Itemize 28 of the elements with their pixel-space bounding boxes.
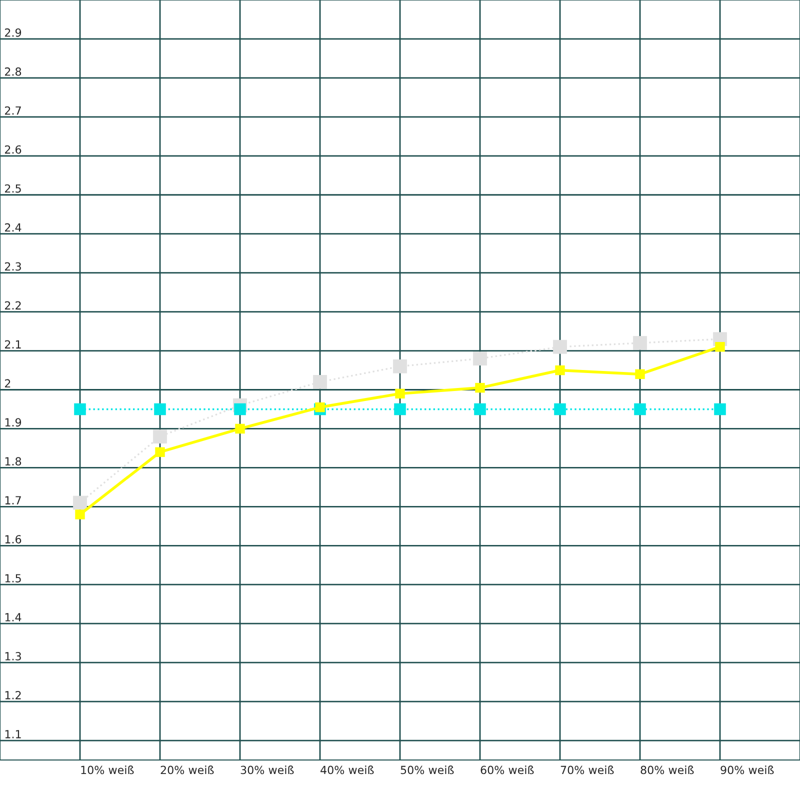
y-tick-label: 2.8	[4, 67, 22, 76]
y-tick-label: 2.2	[4, 301, 21, 310]
y-tick-label: 2.3	[4, 262, 21, 271]
y-tick-label: 1.6	[5, 535, 22, 544]
y-tick-label: 2.7	[4, 106, 21, 115]
y-tick-label: 1.9	[5, 418, 22, 427]
x-tick-label: 70% weiß	[560, 766, 614, 774]
y-tick-label: 1.4	[5, 613, 22, 622]
x-tick-label: 50% weiß	[400, 766, 454, 774]
y-tick-label: 1.5	[5, 574, 21, 582]
y-tick-label: 2	[4, 379, 10, 388]
y-tick-label: 2.1	[4, 340, 21, 348]
x-tick-label: 40% weiß	[320, 766, 374, 774]
x-tick-label: 30% weiß	[240, 766, 294, 774]
y-tick-label: 2.5	[4, 184, 21, 193]
x-tick-label: 80% weiß	[640, 766, 694, 774]
y-tick-label: 1.1	[5, 730, 21, 738]
x-tick-label: 10% weiß	[81, 766, 134, 774]
y-tick-label: 2.4	[4, 223, 22, 232]
y-tick-label: 2.9	[4, 28, 22, 37]
x-tick-label: 20% weiß	[160, 766, 214, 774]
y-tick-label: 1.2	[5, 690, 21, 700]
y-tick-label: 1.3	[5, 652, 21, 660]
x-tick-label: 60% weiß	[480, 766, 534, 774]
y-tick-label: 1.7	[5, 496, 21, 504]
y-tick-label: 1.8	[5, 457, 22, 466]
x-tick-label: 90% weiß	[720, 766, 774, 774]
y-tick-label: 2.6	[4, 145, 22, 154]
